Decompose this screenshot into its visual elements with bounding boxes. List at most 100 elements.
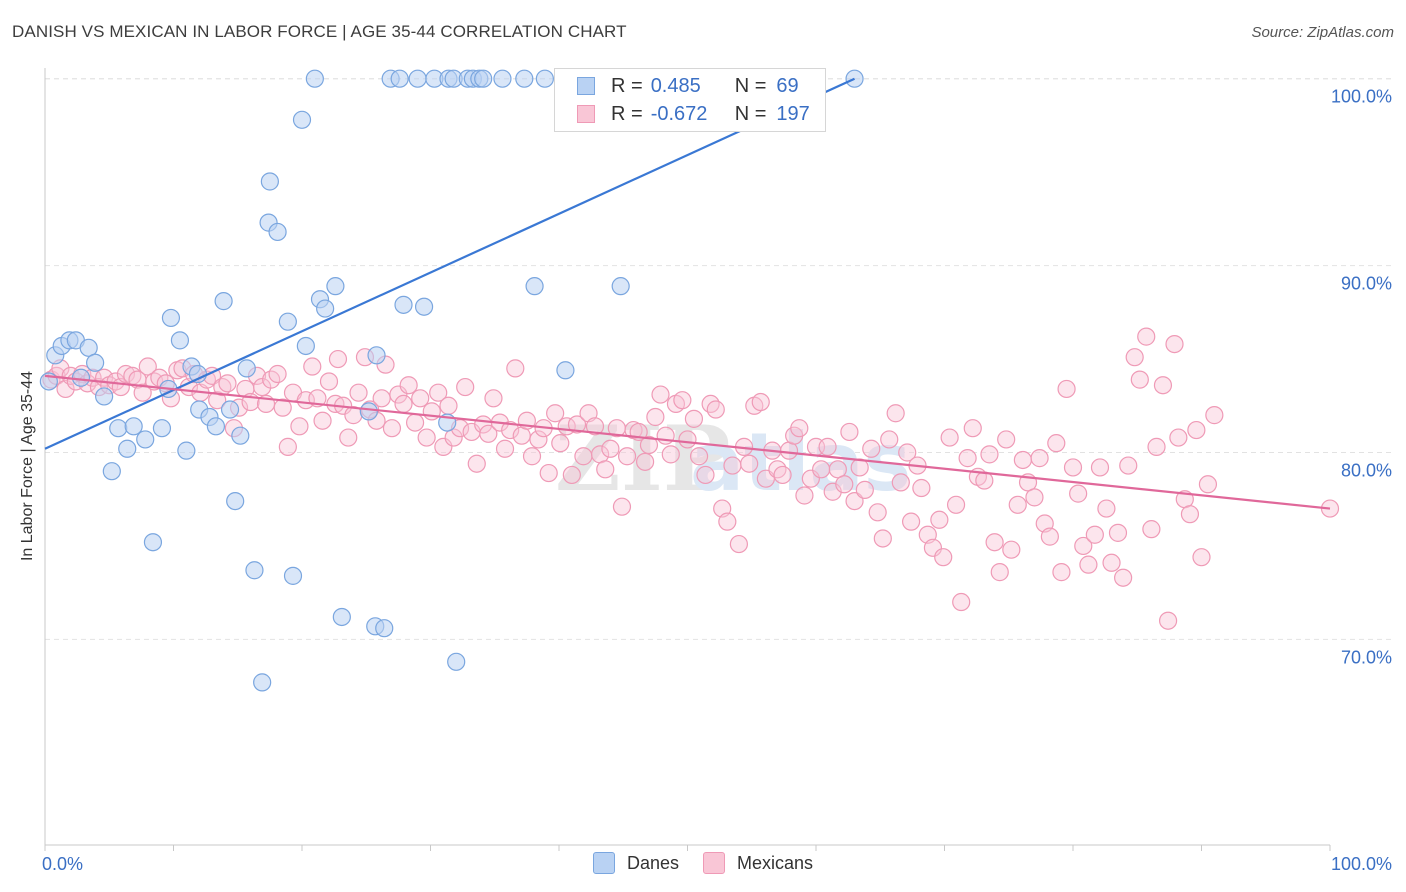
mexicans-point [1040,527,1059,546]
mexicans-point [639,435,659,455]
danes-points [39,69,864,692]
mexicans-point [835,475,854,494]
danes-point [86,353,105,372]
mexicans-point [706,400,725,419]
mexicans-point [651,385,670,404]
danes-point [95,387,114,406]
y-tick-label: 100.0% [1331,87,1392,107]
x-tick-label-max: 100.0% [1331,854,1392,874]
mexicans-point [116,364,136,384]
legend-row-mexicans: R = -0.672 N = 197 [577,103,810,125]
mexicans-point [278,437,297,456]
mexicans-point [1025,488,1044,507]
danes-point [375,619,394,638]
mexicans-point [133,383,152,402]
danes-point [525,277,544,296]
mexicans-point [303,357,322,376]
mexicans-point [389,385,408,404]
danes-point [305,69,324,88]
mexicans-point [417,428,436,447]
danes-point [447,652,466,671]
mexicans-point [718,512,737,531]
mexicans-point [990,563,1009,582]
mexicans-point [886,404,905,423]
mexicans-trend-line [44,374,1331,510]
danes-point [136,430,155,449]
mexicans-point [429,383,448,402]
mexicans-point [268,364,287,384]
y-tick-label: 90.0% [1341,274,1392,294]
mexicans-point [840,422,859,442]
mexicans-point [506,359,525,378]
mexicans-point [818,437,837,456]
mexicans-point [313,411,332,430]
mexicans-point [696,465,715,485]
mexicans-swatch [577,105,595,123]
mexicans-point [1002,540,1021,559]
mexicans-point [319,372,339,391]
mexicans-point [456,377,475,397]
danes-point [359,402,378,421]
mexicans-point [912,478,931,498]
n-label: N = [734,102,767,125]
y-tick-label: 80.0% [1341,461,1392,481]
mexicans-point [873,529,892,548]
mexicans-point [612,497,632,516]
danes-point [170,331,190,350]
mexicans-point [1013,450,1032,470]
mexicans-point [1114,568,1133,587]
gridlines [45,78,1392,640]
mexicans-point [980,445,999,464]
mexicans-point [1125,348,1144,367]
danes-point [152,419,172,438]
mexicans-point [501,420,520,440]
y-axis-label: In Labor Force | Age 35-44 [19,370,36,562]
mexicans-point [1137,327,1156,346]
danes-point [177,441,196,460]
mexicans-point [985,533,1004,552]
mexicans-point [661,445,680,464]
mexicans-point [339,428,358,447]
mexicans-point [768,460,787,479]
y-tick-label: 70.0% [1341,647,1392,667]
mexicans-point [382,419,402,438]
x-tick-label-min: 0.0% [42,854,83,874]
danes-point [124,417,143,436]
legend-item-mexicans: Mexicans [703,852,813,874]
danes-point [474,69,493,88]
mexicans-point [1130,370,1149,389]
danes-point [332,607,351,627]
mexicans-point [635,452,655,471]
mexicans-point [1192,548,1211,567]
trend-lines [44,77,1331,510]
danes-point [231,426,250,445]
mexicans-point [795,486,814,505]
mexicans-point [601,439,620,458]
mexicans-point [618,447,637,466]
mexicans-point [868,503,887,522]
mexicans-point [1074,536,1093,556]
danes-swatch [577,77,595,95]
mexicans-point [1119,456,1138,475]
mexicans-point [1180,505,1200,524]
danes-point [226,491,245,511]
danes-point [390,69,409,88]
mexicans-point [1085,525,1104,544]
danes-point [268,222,287,242]
mexicans-point [328,349,348,369]
mexicans-point [901,512,921,531]
axes [44,68,1331,851]
mexicans-point [930,510,949,529]
danes-point [71,368,91,387]
mexicans-point [411,389,430,408]
danes-point [611,277,630,296]
danes-n-value: 69 [776,74,799,97]
mexicans-point [1142,520,1161,539]
mexicans-point [522,447,542,466]
mexicans-point [1187,420,1206,440]
mexicans-point [891,473,910,492]
source-label: Source: ZipAtlas.com [1251,24,1394,41]
danes-point [493,69,512,88]
r-label: R = [611,102,643,125]
mexicans-point [484,389,503,408]
